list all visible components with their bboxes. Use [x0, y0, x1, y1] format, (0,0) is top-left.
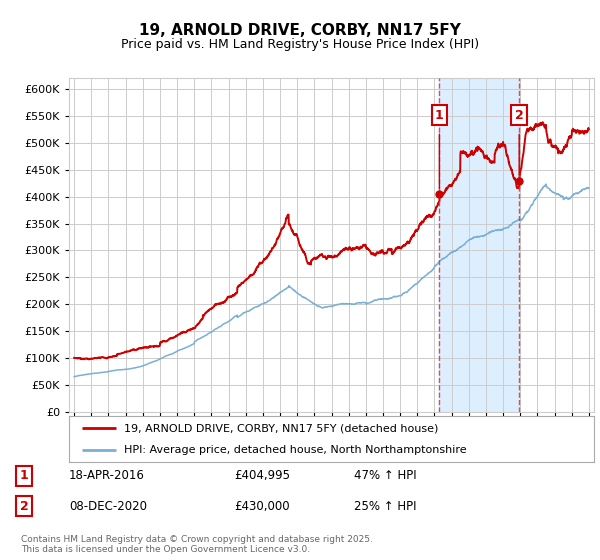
- Text: 08-DEC-2020: 08-DEC-2020: [69, 500, 147, 513]
- Text: 2: 2: [20, 500, 28, 513]
- Text: £430,000: £430,000: [234, 500, 290, 513]
- Text: 25% ↑ HPI: 25% ↑ HPI: [354, 500, 416, 513]
- Text: HPI: Average price, detached house, North Northamptonshire: HPI: Average price, detached house, Nort…: [124, 445, 467, 455]
- Text: 2: 2: [515, 109, 524, 175]
- Text: 1: 1: [435, 109, 444, 188]
- Text: 19, ARNOLD DRIVE, CORBY, NN17 5FY (detached house): 19, ARNOLD DRIVE, CORBY, NN17 5FY (detac…: [124, 423, 439, 433]
- Text: Price paid vs. HM Land Registry's House Price Index (HPI): Price paid vs. HM Land Registry's House …: [121, 38, 479, 52]
- Bar: [439, 78, 519, 412]
- Text: Contains HM Land Registry data © Crown copyright and database right 2025.
This d: Contains HM Land Registry data © Crown c…: [21, 535, 373, 554]
- Text: 1: 1: [20, 469, 28, 482]
- Text: 47% ↑ HPI: 47% ↑ HPI: [354, 469, 416, 482]
- Text: 18-APR-2016: 18-APR-2016: [69, 469, 145, 482]
- Text: £404,995: £404,995: [234, 469, 290, 482]
- Text: 19, ARNOLD DRIVE, CORBY, NN17 5FY: 19, ARNOLD DRIVE, CORBY, NN17 5FY: [139, 24, 461, 38]
